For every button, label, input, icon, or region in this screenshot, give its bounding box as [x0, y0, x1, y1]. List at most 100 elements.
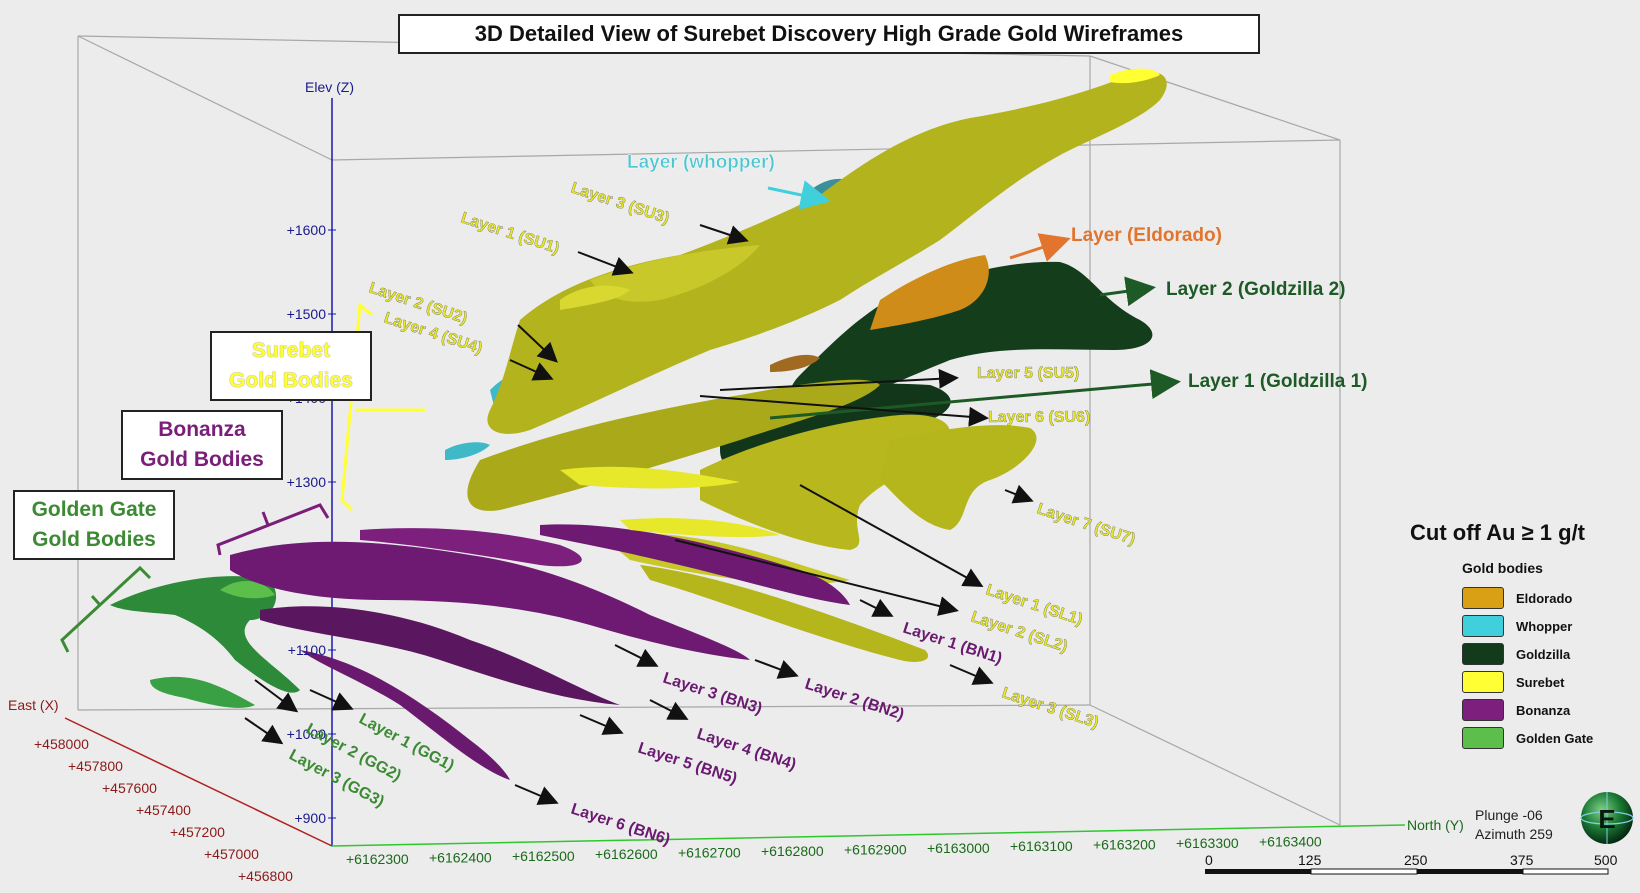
north-tick-label: +6163400	[1259, 833, 1322, 849]
north-tick-label: +6162300	[346, 851, 409, 867]
legend-item: Surebet	[1462, 668, 1632, 696]
north-tick-label: +6162400	[429, 849, 492, 865]
elev-tick-label: +1300	[287, 474, 327, 490]
label-eldorado: Layer (Eldorado)	[1071, 225, 1222, 246]
legend-label: Bonanza	[1516, 702, 1571, 718]
legend-label: Surebet	[1516, 674, 1565, 690]
label-sl3: Layer 3 (SL3)	[1000, 685, 1101, 732]
orientation-readout: Plunge -06 Azimuth 259	[1475, 806, 1553, 844]
compass-icon: E	[1580, 792, 1634, 844]
eldorado-small-body	[770, 354, 820, 372]
legend-label: Eldorado	[1516, 590, 1573, 606]
label-su1: Layer 1 (SU1)	[459, 210, 562, 258]
north-ticks: +6162300 +6162400 +6162500 +6162600 +6162700…	[346, 833, 1322, 867]
north-tick-label: +6163000	[927, 840, 990, 856]
north-tick-label: +6162600	[595, 846, 658, 862]
scale-label-0: 0	[1205, 852, 1213, 868]
elev-tick-label: +1500	[287, 306, 327, 322]
east-tick-label: +456800	[238, 868, 293, 884]
elev-tick-label: +900	[294, 810, 326, 826]
legend-label: Goldzilla	[1516, 646, 1571, 662]
east-tick-label: +457000	[204, 846, 259, 862]
label-bn2: Layer 2 (BN2)	[803, 676, 906, 724]
east-tick-label: +457800	[68, 758, 123, 774]
legend-items: Eldorado Whopper Goldzilla Surebet Bonanza Go…	[1462, 584, 1632, 752]
legend-swatch	[1462, 643, 1504, 665]
golden-gate-box-line-1: Golden Gate	[31, 498, 157, 521]
plunge-label: Plunge -06	[1475, 807, 1543, 823]
surebet-box-line-2: Gold Bodies	[229, 369, 353, 392]
north-tick-label: +6163100	[1010, 838, 1073, 854]
scale-label-500: 500	[1594, 852, 1618, 868]
east-tick-label: +457600	[102, 780, 157, 796]
eldorado-body	[870, 255, 989, 330]
north-tick-label: +6162500	[512, 848, 575, 864]
east-tick-label: +458000	[34, 736, 89, 752]
elev-tick-label: +1100	[288, 642, 326, 658]
scale-label-125: 125	[1298, 852, 1322, 868]
bonanza-group-box: Bonanza Gold Bodies	[121, 410, 283, 480]
legend-item: Bonanza	[1462, 696, 1632, 724]
bonanza-bracket	[216, 503, 330, 556]
leader-lines	[244, 180, 1181, 805]
legend-swatch	[1462, 699, 1504, 721]
golden-gate-bracket-tick	[90, 595, 102, 606]
bonanza-bracket-tick	[261, 511, 270, 526]
scale-label-250: 250	[1404, 852, 1428, 868]
north-tick-label: +6162900	[844, 841, 907, 857]
label-bn3: Layer 3 (BN3)	[661, 670, 764, 718]
legend-item: Whopper	[1462, 612, 1632, 640]
north-tick-label: +6162800	[761, 843, 824, 859]
label-su6: Layer 6 (SU6)	[988, 409, 1090, 426]
golden-gate-group-box: Golden Gate Gold Bodies	[13, 490, 175, 560]
legend-swatch	[1462, 587, 1504, 609]
label-su5: Layer 5 (SU5)	[977, 365, 1079, 382]
label-whopper: Layer (whopper)	[627, 152, 775, 173]
legend-item: Goldzilla	[1462, 640, 1632, 668]
legend-swatch	[1462, 671, 1504, 693]
label-goldzilla-1: Layer 1 (Goldzilla 1)	[1188, 371, 1368, 392]
legend-swatch	[1462, 727, 1504, 749]
bonanza-bodies	[230, 524, 850, 780]
north-tick-label: +6163300	[1176, 835, 1239, 851]
compass-letter: E	[1598, 804, 1615, 834]
scale-label-375: 375	[1510, 852, 1534, 868]
label-su7: Layer 7 (SU7)	[1035, 501, 1138, 549]
elev-tick-label: +1000	[287, 726, 327, 742]
golden-gate-box-line-2: Gold Bodies	[32, 528, 156, 551]
north-axis-label: North (Y)	[1407, 817, 1464, 833]
elev-axis-label: Elev (Z)	[305, 79, 354, 95]
east-axis-label: East (X)	[8, 697, 59, 713]
bonanza-box-line-2: Gold Bodies	[140, 448, 264, 471]
cutoff-label: Cut off Au ≥ 1 g/t	[1410, 520, 1586, 545]
legend-item: Eldorado	[1462, 584, 1632, 612]
legend-label: Golden Gate	[1516, 730, 1594, 746]
legend-title: Gold bodies	[1462, 560, 1543, 576]
surebet-box-line-1: Surebet	[251, 339, 331, 362]
legend-label: Whopper	[1516, 618, 1573, 634]
east-tick-label: +457400	[136, 802, 191, 818]
golden-gate-bodies	[110, 576, 300, 708]
east-ticks: +458000 +457800 +457600 +457400 +457200 +4570…	[34, 736, 293, 884]
surebet-bracket	[340, 302, 373, 512]
surebet-group-box: Surebet Gold Bodies	[210, 331, 372, 401]
north-tick-label: +6163200	[1093, 837, 1156, 853]
legend: Gold bodies Eldorado Whopper Goldzilla Sure…	[1462, 560, 1632, 752]
elev-tick-label: +1600	[287, 222, 327, 238]
north-tick-label: +6162700	[678, 845, 741, 861]
east-tick-label: +457200	[170, 824, 225, 840]
label-su3: Layer 3 (SU3)	[569, 180, 672, 228]
surebet-main-bodies	[467, 68, 1167, 550]
scale-bar	[1205, 868, 1609, 875]
north-axis	[331, 824, 1406, 847]
bonanza-box-line-1: Bonanza	[158, 418, 246, 441]
page-title: 3D Detailed View of Surebet Discovery Hi…	[398, 14, 1260, 54]
east-axis	[64, 717, 333, 847]
label-goldzilla-2: Layer 2 (Goldzilla 2)	[1166, 279, 1346, 300]
legend-item: Golden Gate	[1462, 724, 1632, 752]
azimuth-label: Azimuth 259	[1475, 826, 1553, 842]
elev-ticks: +1600+1500+1400+1300+1100+1000+900	[287, 222, 336, 826]
legend-swatch	[1462, 615, 1504, 637]
